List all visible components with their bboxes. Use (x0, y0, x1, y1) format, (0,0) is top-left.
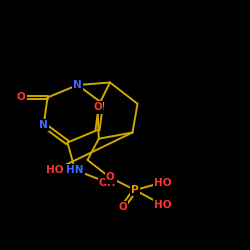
Text: O: O (106, 172, 114, 182)
Text: HO: HO (154, 200, 171, 210)
Text: O: O (118, 202, 127, 212)
Text: HN: HN (66, 165, 84, 175)
Text: HO: HO (154, 178, 171, 188)
Text: HO: HO (46, 165, 64, 175)
Text: P: P (131, 185, 139, 195)
Text: OH: OH (99, 178, 116, 188)
Text: O: O (17, 92, 26, 102)
Text: N: N (73, 80, 82, 90)
Text: N: N (40, 120, 48, 130)
Text: O: O (93, 102, 102, 113)
